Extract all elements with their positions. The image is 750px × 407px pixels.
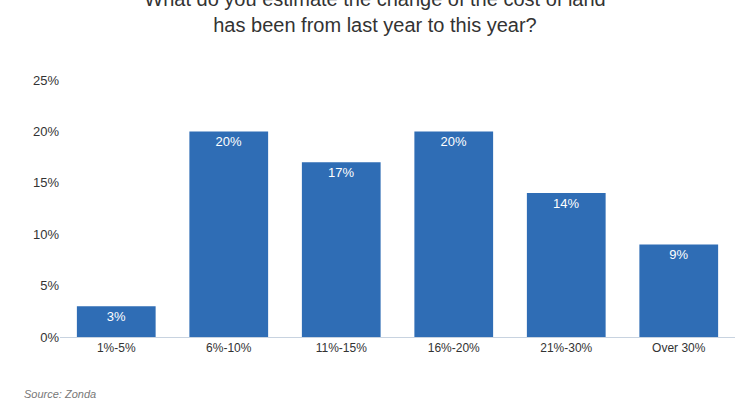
svg-text:10%: 10% — [33, 227, 59, 242]
svg-text:20%: 20% — [33, 124, 59, 139]
svg-text:9%: 9% — [669, 247, 688, 262]
svg-text:20%: 20% — [216, 134, 242, 149]
svg-text:25%: 25% — [33, 73, 59, 88]
svg-text:16%-20%: 16%-20% — [428, 341, 480, 355]
svg-text:20%: 20% — [441, 134, 467, 149]
svg-text:Source: Zonda: Source: Zonda — [24, 388, 96, 400]
svg-text:5%: 5% — [40, 278, 59, 293]
svg-text:1%-5%: 1%-5% — [97, 341, 136, 355]
svg-text:14%: 14% — [553, 196, 579, 211]
svg-text:21%-30%: 21%-30% — [540, 341, 592, 355]
svg-text:17%: 17% — [328, 165, 354, 180]
svg-text:15%: 15% — [33, 175, 59, 190]
svg-text:Over 30%: Over 30% — [652, 341, 706, 355]
svg-text:0%: 0% — [40, 330, 59, 345]
svg-text:6%-10%: 6%-10% — [206, 341, 252, 355]
svg-text:3%: 3% — [107, 309, 126, 324]
svg-text:What do you estimate the chang: What do you estimate the change of the c… — [144, 0, 605, 36]
svg-text:11%-15%: 11%-15% — [316, 341, 367, 355]
